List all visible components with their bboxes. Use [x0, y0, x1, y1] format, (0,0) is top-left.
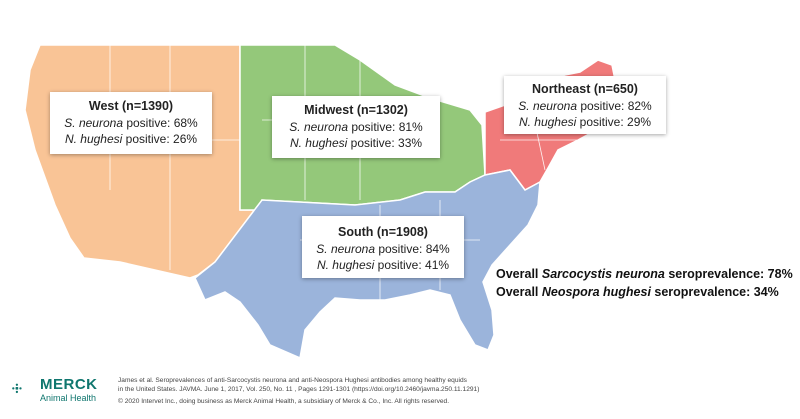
south-info-box: South (n=1908) S. neurona positive: 84% …: [302, 216, 464, 278]
citation-line-1: James et al. Seroprevalences of anti-Sar…: [118, 377, 467, 384]
midwest-s-neurona-line: S. neurona positive: 81%: [289, 120, 423, 134]
south-n-hughesi-line: N. hughesi positive: 41%: [316, 258, 450, 272]
west-title: West (n=1390): [88, 99, 174, 113]
citation: James et al. Seroprevalences of anti-Sar…: [118, 376, 738, 394]
northeast-info-box: Northeast (n=650) S. neurona positive: 8…: [504, 76, 666, 134]
animal-health-label: Animal Health: [40, 393, 97, 403]
midwest-n-hughesi-line: N. hughesi positive: 33%: [289, 136, 423, 150]
south-s-neurona-line: S. neurona positive: 84%: [316, 242, 450, 256]
northeast-n-hughesi-line: N. hughesi positive: 29%: [518, 115, 652, 129]
midwest-title: Midwest (n=1302): [304, 103, 408, 117]
west-s-neurona-line: S. neurona positive: 68%: [64, 116, 198, 130]
overall-seroprevalence: Overall Sarcocystis neurona seroprevalen…: [496, 265, 793, 301]
overall-s-neurona: Overall Sarcocystis neurona seroprevalen…: [496, 267, 793, 281]
overall-n-hughesi: Overall Neospora hughesi seroprevalence:…: [496, 285, 779, 299]
copyright-text: © 2020 Intervet Inc., doing business as …: [118, 398, 450, 405]
west-n-hughesi-line: N. hughesi positive: 26%: [64, 132, 198, 146]
merck-logo-icon: [12, 383, 22, 394]
merck-wordmark: MERCK: [40, 376, 98, 393]
northeast-title: Northeast (n=650): [532, 82, 638, 96]
northeast-s-neurona-line: S. neurona positive: 82%: [518, 99, 652, 113]
midwest-info-box: Midwest (n=1302) S. neurona positive: 81…: [272, 96, 440, 158]
citation-line-2: in the United States. JAVMA. June 1, 201…: [118, 386, 480, 393]
west-region: [24, 44, 263, 279]
west-info-box: West (n=1390) S. neurona positive: 68% N…: [50, 92, 212, 154]
south-title: South (n=1908): [338, 225, 428, 239]
